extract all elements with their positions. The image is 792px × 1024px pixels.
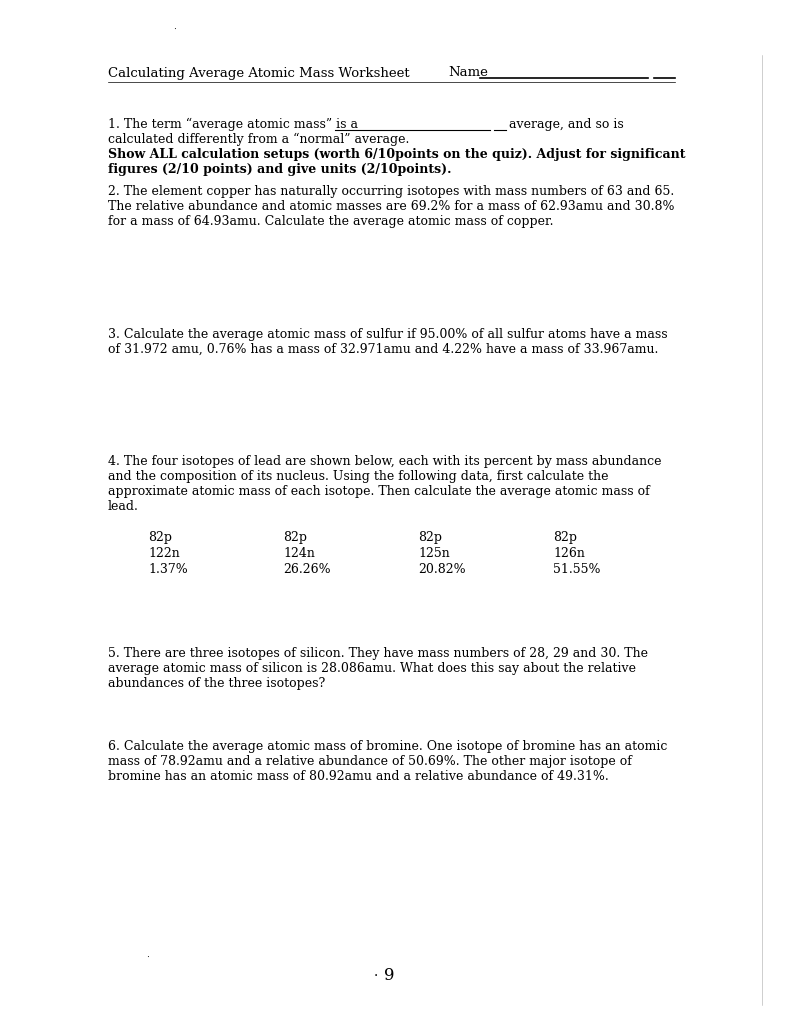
Text: average atomic mass of silicon is 28.086amu. What does this say about the relati: average atomic mass of silicon is 28.086… <box>108 662 636 675</box>
Text: 126n: 126n <box>553 547 584 560</box>
Text: of 31.972 amu, 0.76% has a mass of 32.971amu and 4.22% have a mass of 33.967amu.: of 31.972 amu, 0.76% has a mass of 32.97… <box>108 343 658 356</box>
Text: 4. The four isotopes of lead are shown below, each with its percent by mass abun: 4. The four isotopes of lead are shown b… <box>108 455 661 468</box>
Text: lead.: lead. <box>108 500 139 513</box>
Text: 125n: 125n <box>418 547 450 560</box>
Text: 122n: 122n <box>148 547 180 560</box>
Text: 5. There are three isotopes of silicon. They have mass numbers of 28, 29 and 30.: 5. There are three isotopes of silicon. … <box>108 647 648 660</box>
Text: approximate atomic mass of each isotope. Then calculate the average atomic mass : approximate atomic mass of each isotope.… <box>108 485 649 498</box>
Text: mass of 78.92amu and a relative abundance of 50.69%. The other major isotope of: mass of 78.92amu and a relative abundanc… <box>108 755 632 768</box>
Text: 20.82%: 20.82% <box>418 563 466 575</box>
Text: 6. Calculate the average atomic mass of bromine. One isotope of bromine has an a: 6. Calculate the average atomic mass of … <box>108 740 668 753</box>
Text: calculated differently from a “normal” average.: calculated differently from a “normal” a… <box>108 133 409 146</box>
Text: bromine has an atomic mass of 80.92amu and a relative abundance of 49.31%.: bromine has an atomic mass of 80.92amu a… <box>108 770 609 783</box>
Text: average, and so is: average, and so is <box>509 118 624 131</box>
Text: abundances of the three isotopes?: abundances of the three isotopes? <box>108 677 326 690</box>
Text: 1.37%: 1.37% <box>148 563 188 575</box>
Text: and the composition of its nucleus. Using the following data, first calculate th: and the composition of its nucleus. Usin… <box>108 470 608 483</box>
Text: ·: · <box>374 969 379 983</box>
Text: Name: Name <box>448 67 488 80</box>
Text: 26.26%: 26.26% <box>283 563 330 575</box>
Text: 82p: 82p <box>418 531 442 544</box>
Text: 51.55%: 51.55% <box>553 563 600 575</box>
Text: 3. Calculate the average atomic mass of sulfur if 95.00% of all sulfur atoms hav: 3. Calculate the average atomic mass of … <box>108 328 668 341</box>
Text: 2. The element copper has naturally occurring isotopes with mass numbers of 63 a: 2. The element copper has naturally occu… <box>108 185 674 198</box>
Text: ˙: ˙ <box>146 956 150 966</box>
Text: ˙: ˙ <box>173 29 177 38</box>
Text: 124n: 124n <box>283 547 315 560</box>
Text: 9: 9 <box>384 968 394 984</box>
Text: Calculating Average Atomic Mass Worksheet: Calculating Average Atomic Mass Workshee… <box>108 67 409 80</box>
Text: 82p: 82p <box>553 531 577 544</box>
Text: 1. The term “average atomic mass” is a: 1. The term “average atomic mass” is a <box>108 118 358 131</box>
Text: 82p: 82p <box>148 531 172 544</box>
Text: figures (2/10 points) and give units (2/10points).: figures (2/10 points) and give units (2/… <box>108 163 451 176</box>
Text: Show ALL calculation setups (worth 6/10points on the quiz). Adjust for significa: Show ALL calculation setups (worth 6/10p… <box>108 148 686 161</box>
Text: The relative abundance and atomic masses are 69.2% for a mass of 62.93amu and 30: The relative abundance and atomic masses… <box>108 200 675 213</box>
Text: for a mass of 64.93amu. Calculate the average atomic mass of copper.: for a mass of 64.93amu. Calculate the av… <box>108 215 554 228</box>
Text: 82p: 82p <box>283 531 307 544</box>
